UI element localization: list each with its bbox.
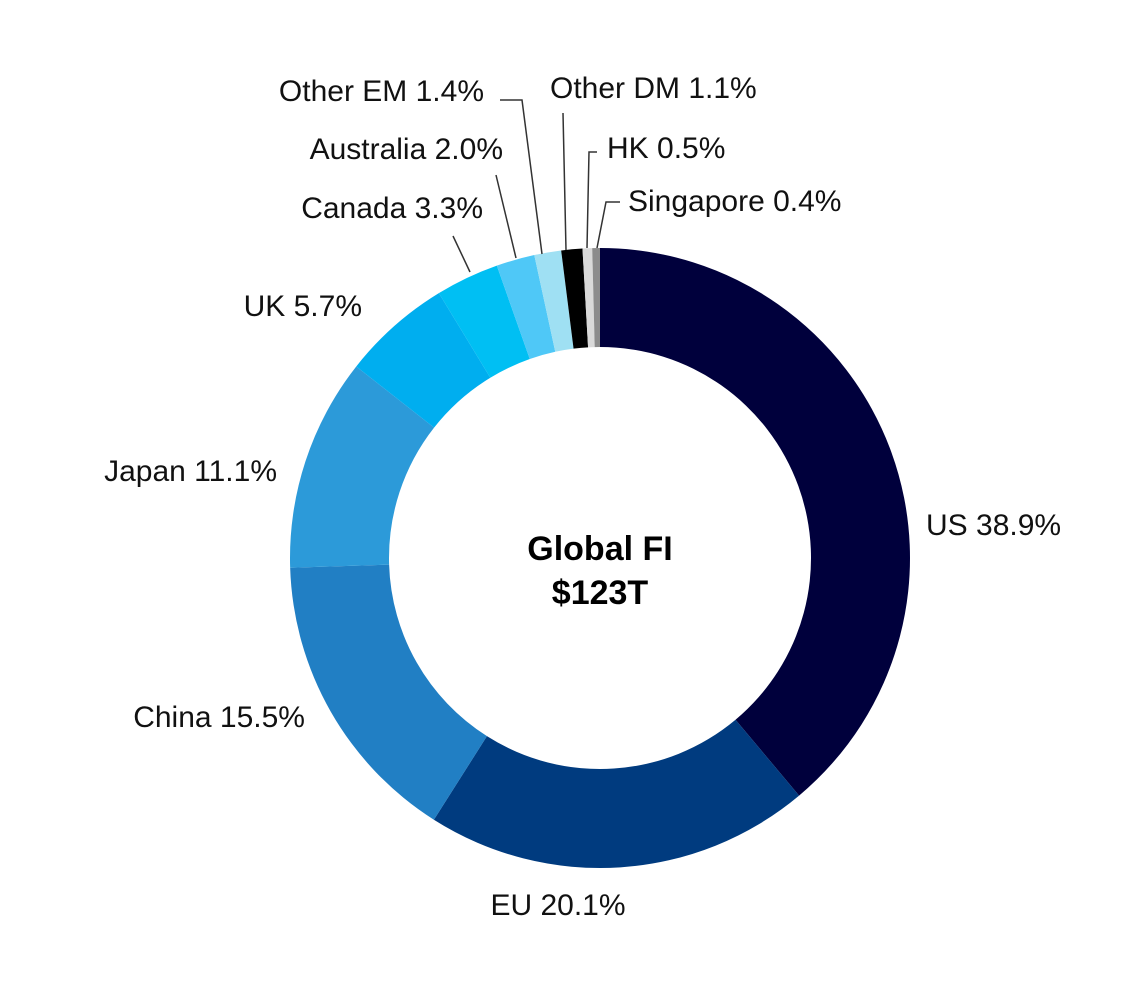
label-uk: UK 5.7%: [244, 290, 362, 323]
slice-other-dm: [561, 248, 589, 349]
slice-hk: [582, 248, 595, 348]
leader-line-australia: [495, 174, 517, 259]
label-canada: Canada 3.3%: [301, 192, 483, 225]
label-singapore: Singapore 0.4%: [628, 185, 842, 218]
leader-line-other-dm: [562, 112, 567, 251]
slices-group: [289, 248, 910, 869]
slice-eu: [433, 719, 800, 869]
label-eu: EU 20.1%: [490, 889, 625, 922]
center-value: $123T: [552, 574, 649, 612]
slice-singapore: [592, 248, 600, 348]
slice-canada: [438, 265, 530, 378]
label-other-em: Other EM 1.4%: [279, 75, 484, 108]
label-hk: HK 0.5%: [607, 132, 725, 165]
label-australia: Australia 2.0%: [310, 133, 503, 166]
slice-china: [290, 564, 487, 820]
slice-us: [600, 248, 910, 796]
label-japan: Japan 11.1%: [104, 455, 277, 488]
slice-australia: [496, 255, 556, 360]
leader-line-singapore: [596, 201, 620, 249]
labels-group: US 38.9% EU 20.1% China 15.5% Japan 11.1% UK…: [104, 72, 1061, 922]
slice-japan: [289, 366, 435, 568]
leader-line-canada: [452, 235, 471, 273]
slice-other-em: [534, 250, 574, 352]
center-title: Global FI: [527, 530, 672, 568]
leader-line-other-em: [500, 99, 543, 255]
leader-lines-group: [452, 99, 620, 273]
slice-uk: [356, 293, 491, 428]
label-other-dm: Other DM 1.1%: [550, 72, 757, 105]
label-us: US 38.9%: [926, 509, 1061, 542]
label-china: China 15.5%: [133, 701, 305, 734]
leader-line-hk: [586, 151, 597, 249]
